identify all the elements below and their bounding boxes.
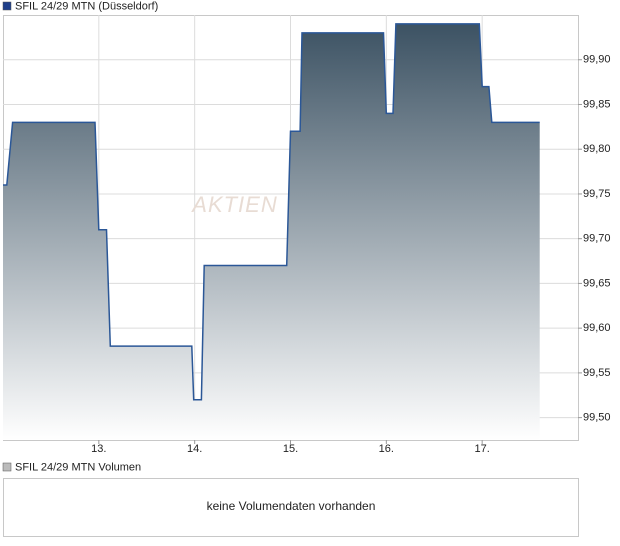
- y-tick-label: 99,85: [583, 98, 611, 110]
- x-tick-label: 17.: [475, 443, 490, 455]
- x-tick-label: 15.: [283, 443, 298, 455]
- y-tick-label: 99,55: [583, 367, 611, 379]
- no-data-message: keine Volumendaten vorhanden: [207, 499, 376, 513]
- legend-label: SFIL 24/29 MTN (Düsseldorf): [15, 0, 158, 12]
- volume-panel: [3, 478, 579, 537]
- x-tick-label: 13.: [91, 443, 106, 455]
- legend-swatch: [2, 1, 12, 11]
- y-tick-label: 99,75: [583, 188, 611, 200]
- y-tick-label: 99,90: [583, 54, 611, 66]
- x-tick-label: 14.: [187, 443, 202, 455]
- watermark: AKTIEN: [190, 192, 277, 217]
- y-tick-label: 99,60: [583, 322, 611, 334]
- y-tick-label: 99,50: [583, 412, 611, 424]
- x-tick-label: 16.: [379, 443, 394, 455]
- line: [3, 23, 540, 401]
- area: [3, 23, 540, 441]
- legend-swatch: [2, 462, 12, 472]
- y-tick-label: 99,70: [583, 233, 611, 245]
- y-tick-label: 99,65: [583, 277, 611, 289]
- y-tick-label: 99,80: [583, 143, 611, 155]
- legend-label: SFIL 24/29 MTN Volumen: [15, 461, 141, 473]
